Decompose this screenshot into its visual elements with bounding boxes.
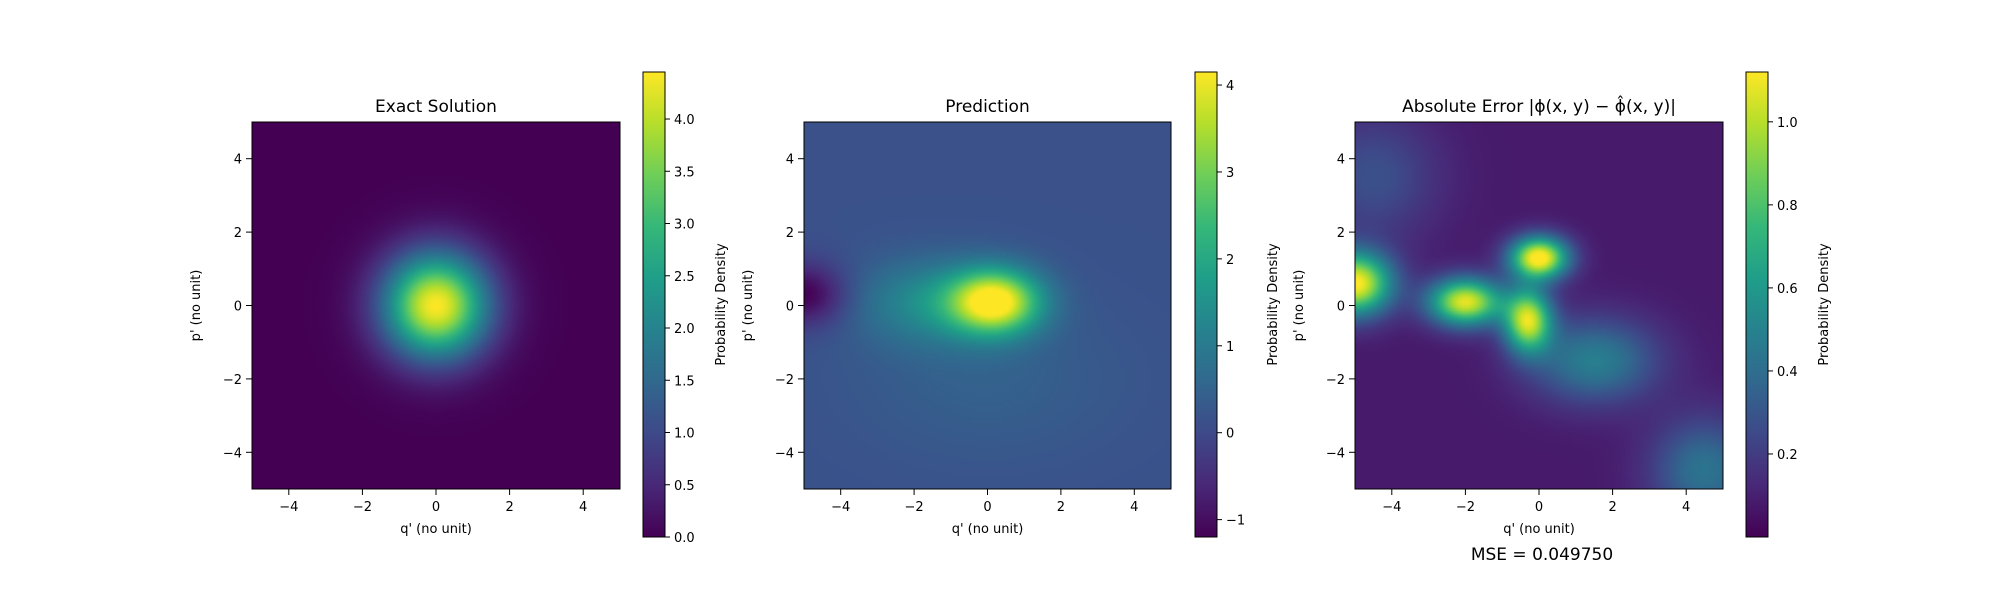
colorbar-tick-label: 3	[1226, 166, 1234, 181]
colorbar-tick-label: 2.0	[674, 322, 695, 337]
x-tick-label: −2	[905, 500, 924, 515]
y-tick-label: −4	[223, 446, 242, 461]
colorbar-tick-label: 4	[1226, 79, 1234, 94]
chart-title: Prediction	[945, 97, 1029, 117]
colorbar-label: Probability Density	[714, 243, 729, 366]
panel-2: Prediction −4 −2 0 2 4 −4 −2 0 2 4 q' (no unit) p' (…	[741, 71, 1281, 538]
colorbar-tick-label: 3.5	[674, 165, 695, 180]
y-tick-label: 4	[1337, 153, 1345, 168]
x-axis-label: q' (no unit)	[1503, 522, 1575, 537]
x-tick-label: 4	[579, 500, 587, 515]
colorbar-tick-label: 0.5	[674, 479, 695, 494]
colorbar-tick-label: 1.5	[674, 374, 695, 389]
x-tick-label: 2	[1057, 500, 1065, 515]
colorbar-tick-label: 0.6	[1777, 282, 1798, 297]
y-tick-label: −4	[1326, 446, 1345, 461]
chart-title: Exact Solution	[375, 97, 497, 117]
colorbar-tick-label: −1	[1226, 514, 1245, 529]
colorbar-tick-label: 3.0	[674, 218, 695, 233]
colorbar-tick-label: 1.0	[674, 427, 695, 442]
colorbar-tick-label: 0.0	[674, 531, 695, 546]
y-tick-label: 4	[234, 153, 242, 168]
x-tick-label: 0	[1535, 500, 1543, 515]
y-axis-label: p' (no unit)	[1292, 270, 1307, 342]
colorbar-label: Probability Density	[1266, 243, 1281, 366]
panel-3: Absolute Error |ϕ(x, y) − ϕ̂(x, y)| −4 −2 0…	[1292, 71, 1832, 538]
colorbar-tick-label: 0.2	[1777, 448, 1798, 463]
colorbar-tick-label: 0.4	[1777, 365, 1798, 380]
colorbar-tick-label: 0.8	[1777, 199, 1798, 214]
colorbar-label: Probability Density	[1817, 243, 1832, 366]
colorbar-tick-label: 1	[1226, 340, 1234, 355]
x-tick-label: 4	[1682, 500, 1690, 515]
y-tick-label: −2	[1326, 373, 1345, 388]
panel-1: Exact Solution −4 −2 0 2 4 −4 −2 0 2 4 q' (no unit)…	[189, 71, 729, 546]
x-tick-label: 4	[1130, 500, 1138, 515]
x-axis-label: q' (no unit)	[400, 522, 472, 537]
colorbar	[1194, 71, 1218, 538]
heatmap-2	[804, 122, 1171, 489]
x-tick-label: 2	[505, 500, 513, 515]
x-tick-label: −4	[1382, 500, 1401, 515]
y-tick-label: 2	[786, 226, 794, 241]
y-tick-label: 0	[786, 300, 794, 315]
x-tick-label: 0	[983, 500, 991, 515]
colorbar	[1745, 71, 1769, 538]
y-tick-label: 0	[1337, 300, 1345, 315]
y-tick-label: 4	[786, 153, 794, 168]
x-tick-label: −4	[279, 500, 298, 515]
colorbar-tick-label: 2.5	[674, 270, 695, 285]
colorbar-tick-label: 2	[1226, 253, 1234, 268]
colorbar-tick-label: 4.0	[674, 113, 695, 128]
heatmap-3	[1355, 122, 1723, 489]
x-axis-label: q' (no unit)	[952, 522, 1024, 537]
colorbar-tick-label: 1.0	[1777, 116, 1798, 131]
y-axis-label: p' (no unit)	[189, 270, 204, 342]
y-tick-label: 0	[234, 300, 242, 315]
y-tick-label: −2	[223, 373, 242, 388]
x-tick-label: −2	[1456, 500, 1475, 515]
y-tick-label: 2	[1337, 226, 1345, 241]
colorbar-tick-label: 0	[1226, 427, 1234, 442]
x-tick-label: 2	[1608, 500, 1616, 515]
x-tick-label: −4	[831, 500, 850, 515]
y-tick-label: 2	[234, 226, 242, 241]
y-axis-label: p' (no unit)	[741, 270, 756, 342]
x-tick-label: 0	[432, 500, 440, 515]
y-tick-label: −4	[775, 446, 794, 461]
chart-title: Absolute Error |ϕ(x, y) − ϕ̂(x, y)|	[1402, 94, 1676, 117]
mse-annotation: MSE = 0.049750	[1471, 545, 1613, 565]
x-tick-label: −2	[353, 500, 372, 515]
colorbar	[642, 71, 666, 538]
heatmap-1	[252, 122, 620, 489]
y-tick-label: −2	[775, 373, 794, 388]
